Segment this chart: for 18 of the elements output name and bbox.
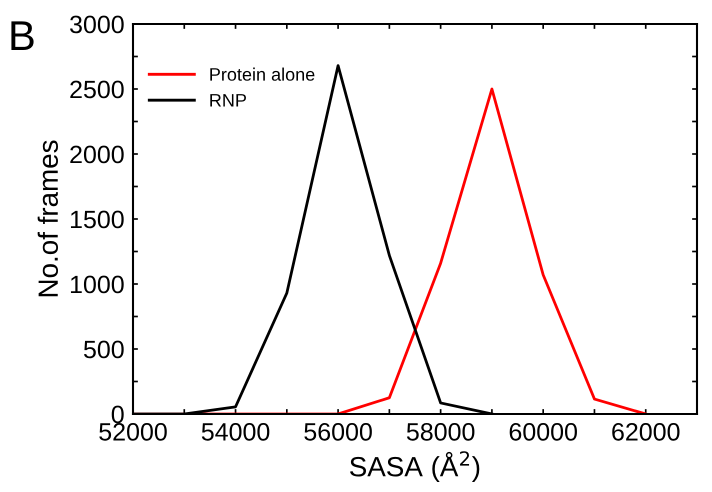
y-tick-label: 3000: [70, 16, 124, 34]
legend-label: RNP: [210, 94, 246, 106]
y-tick-label: 1500: [70, 210, 124, 228]
x-tick-label: 58000: [406, 422, 474, 441]
x-tick-label: 60000: [510, 422, 577, 441]
text: B: [11, 21, 34, 50]
x-tick-label: 54000: [202, 422, 270, 441]
x-tick-label: 52000: [99, 422, 167, 441]
y-tick-label: 2000: [70, 146, 124, 164]
x-tick-label: 56000: [304, 422, 372, 441]
y-tick-label: 500: [84, 340, 124, 358]
x-tick-label: 62000: [612, 422, 680, 441]
y-tick-label: 2500: [70, 80, 124, 98]
y-tick-label: 0: [112, 406, 124, 424]
y-axis-title: No.of frames: [38, 140, 58, 296]
x-axis-title: SASA (Å$^{2}$): [350, 451, 480, 482]
y-tick-label: 1000: [70, 276, 124, 294]
legend-label: Protein alone: [210, 68, 314, 81]
